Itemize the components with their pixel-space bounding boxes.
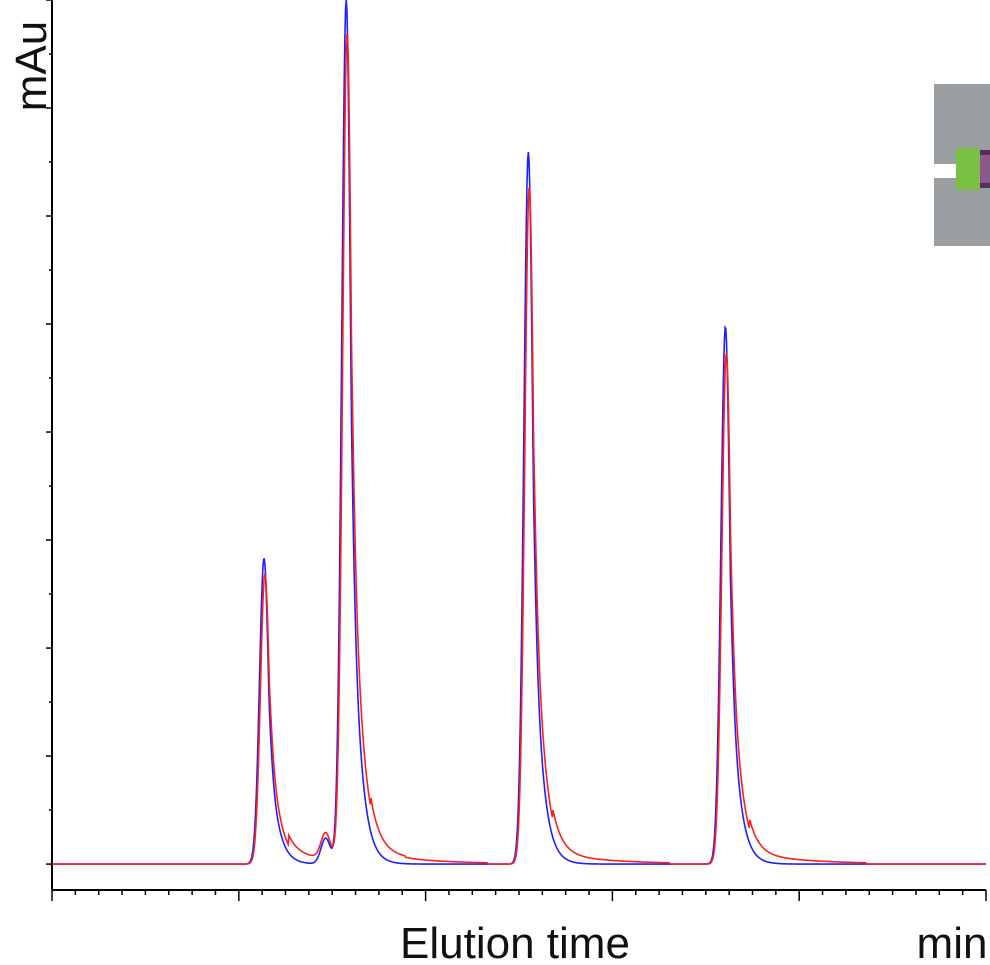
y-axis [46,0,53,890]
x-axis-label: Elution time [400,919,630,965]
series-2-trace [52,33,986,865]
column-cartridge-icon [934,84,990,246]
x-axis [51,889,987,901]
series-1-trace [52,0,986,865]
chromatogram-traces [52,0,986,865]
y-axis-label: mAu [7,21,56,111]
x-axis-unit-label: min [917,919,988,965]
